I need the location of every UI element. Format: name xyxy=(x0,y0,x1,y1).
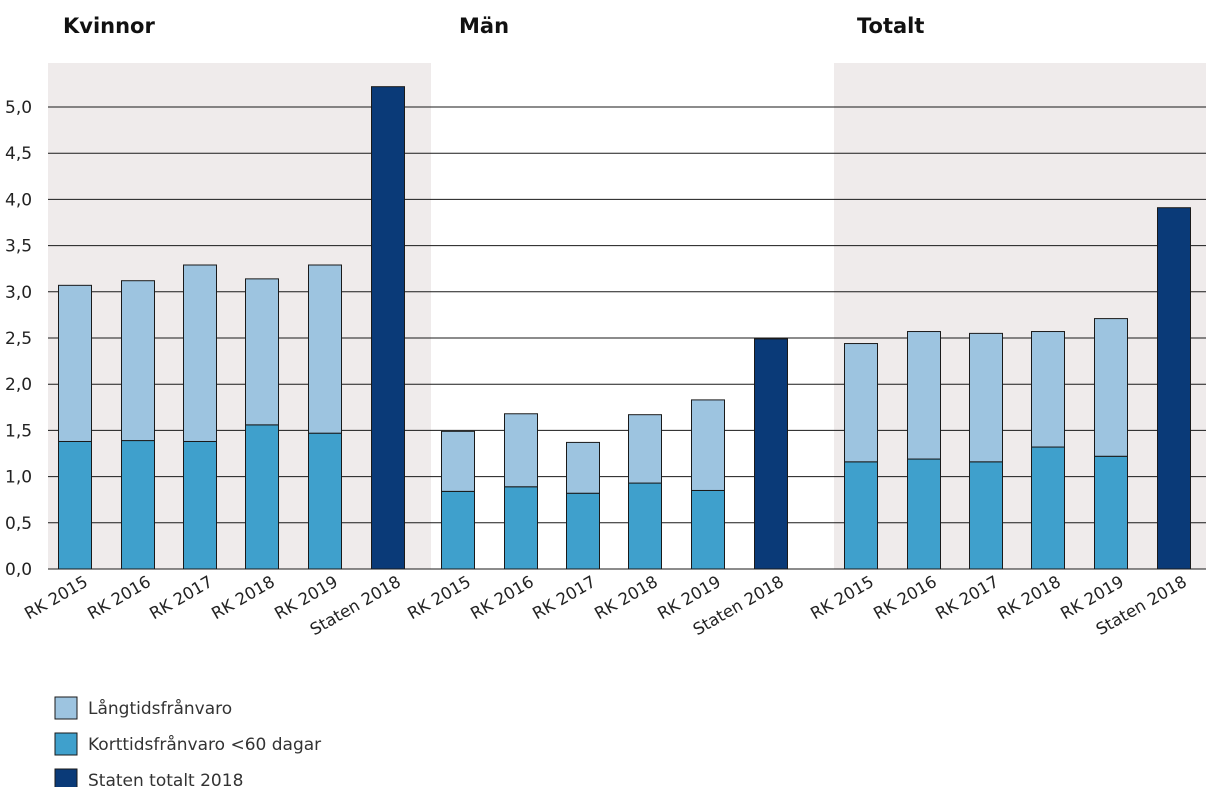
bar-segment xyxy=(844,343,878,463)
bar-segment xyxy=(566,441,600,494)
x-tick-label: RK 2018 xyxy=(994,572,1064,623)
x-tick-label: RK 2018 xyxy=(591,572,661,623)
y-tick-label: 2,0 xyxy=(5,375,32,395)
bar-segment xyxy=(566,492,600,570)
y-tick-label: 1,0 xyxy=(5,468,32,488)
group-background-2 xyxy=(834,63,1206,569)
bar-segment xyxy=(183,264,217,442)
bar-segment xyxy=(691,489,725,570)
bar-segment xyxy=(907,331,941,460)
bar-segment xyxy=(504,413,538,488)
bar-segment xyxy=(58,440,92,570)
bar-segment xyxy=(121,440,155,570)
bar-segment xyxy=(628,482,662,570)
legend-label: Staten totalt 2018 xyxy=(88,771,243,787)
x-tick-label: RK 2016 xyxy=(870,572,940,623)
bar-segment xyxy=(969,461,1003,570)
group-title: Totalt xyxy=(857,14,924,38)
x-tick-label: RK 2016 xyxy=(467,572,537,623)
y-tick-label: 0,5 xyxy=(5,514,32,534)
bar-segment xyxy=(121,280,155,442)
bar-segment xyxy=(907,458,941,570)
group-title: Kvinnor xyxy=(63,14,155,38)
x-tick-label: RK 2018 xyxy=(208,572,278,623)
group-title: Män xyxy=(459,14,509,38)
bar-segment xyxy=(504,486,538,570)
legend-swatch xyxy=(54,732,78,756)
bar-segment xyxy=(245,424,279,570)
bar-segment xyxy=(844,461,878,570)
bar-segment xyxy=(1157,207,1191,570)
legend-label: Långtidsfrånvaro xyxy=(88,698,232,719)
y-tick-label: 4,5 xyxy=(5,144,32,164)
bar-segment xyxy=(183,440,217,570)
y-tick-label: 1,5 xyxy=(5,421,32,441)
x-tick-label: RK 2016 xyxy=(84,572,154,623)
group-background-0 xyxy=(48,63,431,569)
x-tick-label: RK 2017 xyxy=(146,572,216,623)
bar-segment xyxy=(754,338,788,570)
y-tick-label: 0,0 xyxy=(5,560,32,580)
y-tick-label: 3,0 xyxy=(5,283,32,303)
legend-swatch xyxy=(54,696,78,720)
x-tick-label: RK 2017 xyxy=(529,572,599,623)
x-tick-label: RK 2015 xyxy=(807,572,877,623)
bar-segment xyxy=(1094,318,1128,457)
x-tick-label: RK 2017 xyxy=(932,572,1002,623)
bar-segment xyxy=(1094,455,1128,570)
bar-segment xyxy=(308,432,342,570)
bar-segment xyxy=(1031,446,1065,570)
bar-segment xyxy=(371,86,405,570)
bar-segment xyxy=(691,399,725,491)
legend-swatch xyxy=(54,768,78,787)
y-tick-label: 3,5 xyxy=(5,237,32,257)
bar-segment xyxy=(245,278,279,426)
bar-segment xyxy=(628,414,662,484)
bar-segment xyxy=(1031,331,1065,448)
legend-label: Korttidsfrånvaro <60 dagar xyxy=(88,734,321,755)
y-tick-label: 5,0 xyxy=(5,98,32,118)
bar-segment xyxy=(58,284,92,442)
bar-segment xyxy=(969,332,1003,463)
x-tick-label: RK 2015 xyxy=(404,572,474,623)
bar-segment xyxy=(441,490,475,570)
y-tick-label: 2,5 xyxy=(5,329,32,349)
bar-segment xyxy=(441,430,475,492)
bar-segment xyxy=(308,264,342,434)
y-tick-label: 4,0 xyxy=(5,190,32,210)
